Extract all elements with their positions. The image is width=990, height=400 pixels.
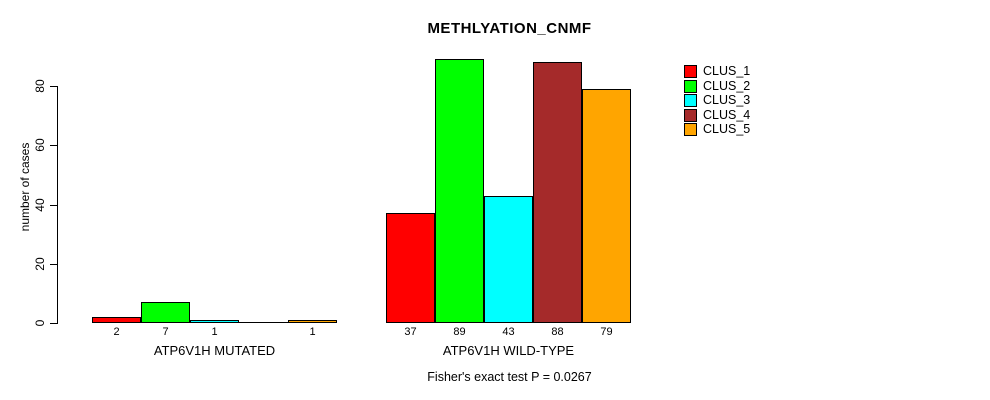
bar-clus_3: [484, 196, 533, 323]
y-axis-tick: [50, 323, 57, 324]
legend-label: CLUS_5: [703, 122, 751, 136]
legend-swatch-clus_5: [684, 123, 697, 136]
bar-clus_5: [288, 320, 337, 323]
bar-value-label: 43: [502, 326, 515, 338]
chart-title: METHLYATION_CNMF: [427, 20, 592, 37]
legend-swatch-clus_1: [684, 65, 697, 78]
legend: CLUS_1 CLUS_2 CLUS_3 CLUS_4 CLUS_5: [684, 65, 750, 136]
y-axis-tick-label: 60: [33, 138, 47, 152]
bar-value-label: 88: [551, 326, 564, 338]
bar-clus_4-zero: [239, 322, 288, 323]
bar-value-label: 1: [211, 326, 218, 338]
y-axis-tick-label: 80: [33, 79, 47, 93]
bar-value-label: 79: [600, 326, 613, 338]
y-axis-line: [57, 86, 58, 324]
legend-label: CLUS_3: [703, 93, 751, 107]
legend-swatch-clus_2: [684, 79, 697, 93]
bar-clus_2: [141, 302, 190, 323]
legend-label: CLUS_4: [703, 107, 751, 122]
x-group-label-mutated: ATP6V1H MUTATED: [153, 343, 276, 358]
bar-clus_3: [190, 320, 239, 323]
legend-item-clus_1: CLUS_1: [684, 65, 750, 78]
legend-item-clus_2: CLUS_2: [684, 78, 751, 93]
y-axis-tick: [50, 263, 57, 265]
x-group-label-wildtype: ATP6V1H WILD-TYPE: [442, 343, 575, 358]
legend-label: CLUS_1: [703, 64, 751, 78]
legend-label: CLUS_2: [703, 78, 751, 93]
stat-annotation: Fisher's exact test P = 0.0267: [427, 370, 592, 384]
y-axis-tick-label: 20: [33, 257, 47, 271]
bar-value-label: 89: [453, 326, 466, 338]
bar-clus_1: [92, 317, 141, 323]
y-axis-tick: [50, 86, 57, 87]
y-axis-tick-label: 40: [33, 197, 47, 212]
bar-value-label: 37: [404, 326, 417, 338]
bar-clus_1: [386, 213, 435, 323]
bar-clus_4: [533, 62, 582, 323]
bar-value-label: 2: [113, 326, 120, 338]
y-axis-tick: [50, 145, 57, 147]
legend-item-clus_3: CLUS_3: [684, 94, 750, 107]
legend-swatch-clus_4: [684, 108, 697, 122]
bar-value-label: 7: [162, 326, 169, 338]
y-axis-tick: [50, 204, 57, 206]
bar-clus_2: [435, 59, 484, 323]
bar-value-label: 1: [309, 326, 316, 338]
y-axis-tick-label: 0: [33, 319, 47, 327]
bar-clus_5: [582, 89, 631, 323]
legend-item-clus_4: CLUS_4: [684, 107, 751, 122]
legend-swatch-clus_3: [684, 94, 697, 107]
legend-item-clus_5: CLUS_5: [684, 123, 750, 136]
